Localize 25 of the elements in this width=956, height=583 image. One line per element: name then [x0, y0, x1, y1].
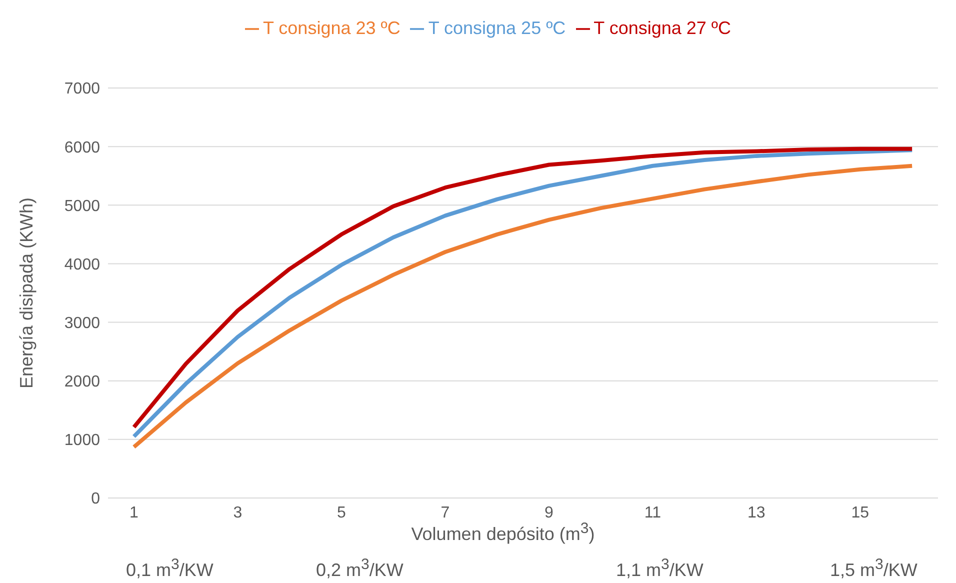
x-tick-label: 9: [544, 504, 554, 522]
text: 0,1 m$^{3}$/KW: [126, 556, 214, 581]
x-tick-label: 13: [748, 504, 766, 522]
x-tick-label: 5: [336, 504, 346, 522]
y-tick-label: 0: [91, 490, 100, 508]
y-tick-label: 6000: [64, 139, 100, 156]
y-tick-label: 2000: [64, 374, 100, 391]
legend-label: T consigna 25 ºC: [428, 18, 566, 38]
y-tick-label: 3000: [64, 314, 100, 332]
x-tick-label: 15: [851, 504, 870, 522]
y-tick-label: 7000: [64, 80, 100, 98]
x-tick-label: 11: [644, 504, 662, 522]
y-tick-label: 5000: [64, 198, 100, 215]
text: 1,1 m$^{3}$/KW: [616, 556, 704, 581]
y-tick-label: 1000: [64, 432, 100, 450]
text: 0,2 m$^{3}$/KW: [316, 556, 404, 581]
x-tick-label: 7: [440, 504, 450, 522]
y-axis-title: Energía disipada (KWh): [16, 197, 36, 389]
x-tick-label: 3: [233, 504, 242, 522]
x-tick-label: 1: [129, 504, 138, 522]
text: 1,5 m$^{3}$/KW: [830, 556, 918, 581]
legend-label: T consigna 23 ºC: [263, 18, 400, 38]
x-axis-title: Volumen depósito (m$^{3}$): [410, 520, 596, 545]
legend-label: T consigna 27 ºC: [594, 18, 731, 38]
y-tick-label: 4000: [64, 256, 100, 274]
